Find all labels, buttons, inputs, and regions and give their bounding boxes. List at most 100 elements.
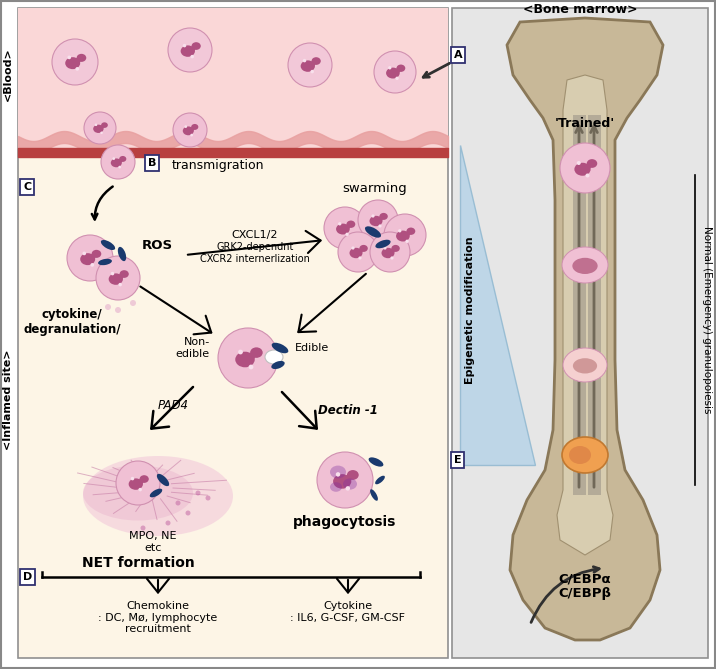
- Text: Normal (Emergency) granulopoiesis: Normal (Emergency) granulopoiesis: [702, 226, 712, 413]
- Ellipse shape: [375, 240, 391, 248]
- Ellipse shape: [347, 221, 355, 228]
- Circle shape: [345, 233, 349, 236]
- Text: cytokine/
degranulation/: cytokine/ degranulation/: [23, 308, 121, 336]
- Text: Non-
edible: Non- edible: [176, 337, 210, 359]
- Circle shape: [383, 246, 387, 250]
- Ellipse shape: [382, 248, 395, 258]
- Ellipse shape: [309, 62, 315, 66]
- Circle shape: [116, 461, 160, 505]
- Ellipse shape: [344, 225, 350, 229]
- Ellipse shape: [563, 348, 607, 382]
- Circle shape: [395, 77, 399, 80]
- Ellipse shape: [369, 458, 383, 467]
- Ellipse shape: [236, 352, 255, 367]
- Circle shape: [185, 510, 190, 516]
- Ellipse shape: [109, 274, 123, 285]
- Ellipse shape: [271, 343, 289, 353]
- Ellipse shape: [375, 476, 385, 484]
- Ellipse shape: [120, 270, 129, 278]
- Circle shape: [311, 70, 314, 74]
- Ellipse shape: [247, 353, 255, 360]
- Ellipse shape: [370, 489, 378, 501]
- Text: Epigenetic modification: Epigenetic modification: [465, 236, 475, 384]
- Text: ROS: ROS: [142, 239, 173, 252]
- Text: D: D: [23, 572, 32, 582]
- Ellipse shape: [349, 248, 362, 258]
- Text: NET formation: NET formation: [82, 556, 194, 570]
- Circle shape: [165, 520, 170, 526]
- Ellipse shape: [83, 456, 233, 536]
- Ellipse shape: [301, 60, 315, 72]
- Circle shape: [67, 235, 113, 281]
- Ellipse shape: [117, 159, 122, 163]
- Circle shape: [390, 256, 394, 260]
- Ellipse shape: [271, 361, 285, 369]
- Circle shape: [95, 124, 97, 126]
- Text: A: A: [454, 50, 463, 60]
- Circle shape: [336, 472, 340, 476]
- Ellipse shape: [569, 446, 591, 464]
- Circle shape: [378, 224, 382, 227]
- Ellipse shape: [180, 45, 195, 57]
- Ellipse shape: [407, 227, 415, 235]
- Text: GRK2-dependnt
CXCR2 internerlization: GRK2-dependnt CXCR2 internerlization: [200, 242, 310, 264]
- Ellipse shape: [191, 124, 198, 130]
- Ellipse shape: [333, 474, 352, 488]
- Circle shape: [130, 300, 136, 306]
- Ellipse shape: [140, 475, 149, 483]
- Circle shape: [218, 328, 278, 388]
- Ellipse shape: [379, 213, 388, 220]
- Circle shape: [52, 39, 98, 85]
- Ellipse shape: [347, 470, 359, 480]
- Ellipse shape: [101, 240, 115, 250]
- Ellipse shape: [330, 466, 346, 478]
- Circle shape: [105, 304, 111, 310]
- Ellipse shape: [119, 156, 126, 162]
- Circle shape: [101, 145, 135, 179]
- Polygon shape: [507, 18, 663, 640]
- Text: Chemokine
: DC, Mø, lymphocyte
recruitment: Chemokine : DC, Mø, lymphocyte recruitme…: [98, 601, 218, 634]
- Ellipse shape: [118, 247, 126, 261]
- Circle shape: [248, 365, 253, 369]
- Ellipse shape: [129, 478, 143, 490]
- Ellipse shape: [390, 249, 395, 253]
- Circle shape: [405, 240, 409, 243]
- Text: C/EBPα
C/EBPβ: C/EBPα C/EBPβ: [558, 572, 611, 600]
- Ellipse shape: [392, 245, 400, 252]
- Ellipse shape: [250, 347, 263, 358]
- Circle shape: [358, 200, 398, 240]
- Circle shape: [195, 490, 200, 496]
- Ellipse shape: [365, 226, 381, 237]
- Bar: [18, 8, 448, 148]
- Ellipse shape: [92, 250, 101, 258]
- Text: CXCL1/2: CXCL1/2: [232, 230, 279, 240]
- Circle shape: [288, 43, 332, 87]
- Polygon shape: [557, 75, 613, 555]
- Circle shape: [338, 222, 342, 225]
- Circle shape: [190, 55, 194, 58]
- Circle shape: [560, 143, 610, 193]
- Polygon shape: [460, 145, 535, 465]
- Circle shape: [577, 161, 581, 165]
- Ellipse shape: [101, 122, 108, 128]
- Ellipse shape: [265, 350, 283, 364]
- Ellipse shape: [192, 42, 200, 50]
- Ellipse shape: [137, 480, 143, 484]
- Ellipse shape: [395, 69, 400, 74]
- Circle shape: [384, 214, 426, 256]
- Circle shape: [111, 272, 115, 276]
- Circle shape: [118, 283, 122, 286]
- Ellipse shape: [357, 249, 363, 253]
- Text: C: C: [23, 182, 31, 192]
- Circle shape: [303, 59, 306, 62]
- Ellipse shape: [100, 126, 104, 129]
- Text: <Inflamed site>: <Inflamed site>: [3, 350, 13, 450]
- Ellipse shape: [189, 127, 194, 131]
- Circle shape: [338, 232, 378, 272]
- Circle shape: [370, 232, 410, 272]
- Ellipse shape: [343, 478, 357, 490]
- Circle shape: [115, 307, 121, 313]
- Ellipse shape: [359, 245, 368, 252]
- Ellipse shape: [574, 163, 591, 176]
- Ellipse shape: [397, 64, 405, 72]
